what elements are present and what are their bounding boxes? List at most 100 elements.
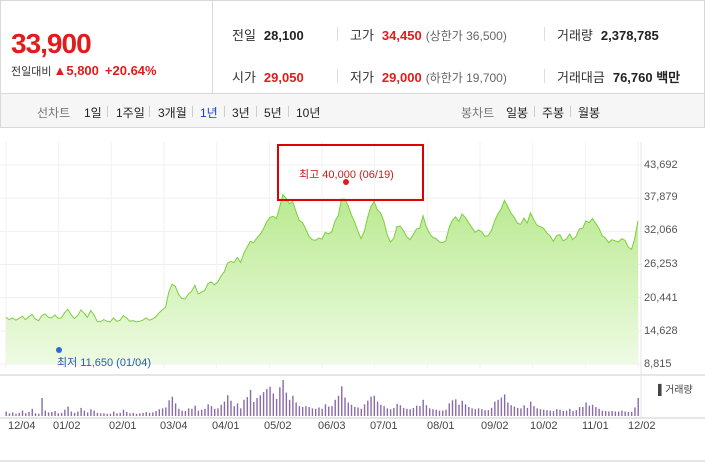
volume-bar bbox=[481, 409, 483, 416]
volume-bar bbox=[181, 410, 183, 416]
volume-bar bbox=[187, 408, 190, 416]
volume-bar bbox=[468, 407, 470, 416]
volume-bar bbox=[266, 389, 268, 416]
volume-bar bbox=[575, 410, 578, 416]
volume-bar bbox=[516, 407, 519, 416]
volume-bar bbox=[624, 411, 626, 416]
volume-bar bbox=[80, 407, 82, 416]
volume-bar bbox=[363, 404, 366, 416]
volume-bar bbox=[595, 407, 597, 416]
volume-bar bbox=[275, 398, 278, 416]
volume-bar bbox=[246, 397, 248, 416]
volume-bar bbox=[582, 407, 584, 416]
volume-bar bbox=[152, 412, 154, 416]
volume-bar bbox=[367, 400, 369, 416]
volume-bar bbox=[220, 404, 222, 416]
volume-bar bbox=[249, 389, 252, 416]
current-price: 33,900 bbox=[11, 28, 92, 59]
volume-bar bbox=[44, 410, 46, 416]
volume-bar bbox=[86, 412, 89, 416]
volume-bar bbox=[380, 404, 382, 416]
volume-bar bbox=[305, 406, 307, 416]
volume-bar bbox=[207, 404, 209, 416]
volume-bar bbox=[350, 404, 353, 416]
x-tick-label: 05/02 bbox=[264, 420, 292, 432]
volume-bar bbox=[259, 395, 262, 416]
change-label: 전일대비 bbox=[11, 66, 52, 78]
volume-bar bbox=[314, 408, 317, 416]
price-area bbox=[6, 194, 638, 364]
volume-bar bbox=[116, 413, 118, 416]
volume-bar bbox=[272, 393, 275, 416]
volume-bar bbox=[113, 411, 115, 416]
tab-1d[interactable]: 1일 bbox=[84, 106, 102, 120]
volume-bar bbox=[396, 403, 398, 416]
volume-bar bbox=[412, 407, 415, 416]
volume-bar bbox=[301, 407, 304, 416]
volume-bar bbox=[158, 409, 161, 416]
volume-bar bbox=[191, 408, 193, 416]
line-chart-label: 선차트 bbox=[37, 106, 71, 120]
x-tick-label: 08/01 bbox=[427, 420, 455, 432]
volume-bar bbox=[269, 386, 271, 416]
volume-bar bbox=[474, 409, 477, 416]
volume-bar bbox=[236, 403, 239, 416]
volume-bar bbox=[455, 399, 457, 416]
tab-weekly[interactable]: 주봉 bbox=[542, 106, 565, 120]
volume-bar bbox=[47, 412, 50, 416]
volume-bar bbox=[64, 409, 66, 416]
tab-monthly[interactable]: 월봉 bbox=[578, 106, 601, 120]
volume-bar bbox=[578, 407, 581, 416]
volume-bar bbox=[569, 408, 571, 416]
volume-bar bbox=[243, 399, 245, 416]
volume-bar bbox=[484, 410, 486, 416]
volume-bar bbox=[533, 406, 535, 416]
volume-bar bbox=[370, 396, 372, 416]
volume-bar bbox=[611, 411, 613, 416]
volume-bar bbox=[155, 411, 157, 416]
volume-bar bbox=[311, 408, 314, 416]
volume-bar bbox=[200, 409, 203, 416]
volume-bar bbox=[148, 412, 151, 416]
volume-bar bbox=[126, 411, 128, 416]
volume-bar bbox=[334, 399, 336, 416]
tab-5y[interactable]: 5년 bbox=[264, 106, 282, 120]
volume-bar bbox=[51, 411, 53, 416]
tab-10y[interactable]: 10년 bbox=[296, 106, 321, 120]
volume-bar bbox=[77, 411, 79, 416]
volume-bar bbox=[174, 403, 177, 416]
volume-bar bbox=[70, 411, 73, 416]
volume-bar bbox=[429, 408, 431, 416]
tab-3y[interactable]: 3년 bbox=[232, 106, 250, 120]
volume-bar bbox=[145, 411, 147, 416]
tab-1y[interactable]: 1년 bbox=[200, 106, 218, 120]
volume-bar bbox=[520, 408, 522, 416]
volume-bar bbox=[500, 397, 503, 416]
volume-bar bbox=[556, 409, 558, 416]
volume-bar bbox=[448, 403, 450, 416]
volume-bar bbox=[614, 411, 617, 416]
up-arrow-icon: ▲ bbox=[53, 63, 67, 78]
volume-bar bbox=[373, 395, 376, 416]
volume-bar bbox=[510, 405, 512, 416]
tab-3m[interactable]: 3개월 bbox=[158, 106, 187, 120]
volume-bar bbox=[415, 405, 418, 416]
volume-bar bbox=[324, 404, 327, 416]
volume-bar bbox=[8, 413, 11, 416]
low-label: 최저 11,650 (01/04) bbox=[57, 357, 152, 369]
volume-bar bbox=[178, 408, 180, 416]
volume-bar bbox=[442, 410, 444, 416]
volume-bar bbox=[565, 410, 568, 416]
volume-bar bbox=[119, 412, 121, 416]
y-tick-label: 26,253 bbox=[644, 258, 678, 270]
y-tick-label: 43,692 bbox=[644, 159, 678, 171]
volume-bar bbox=[103, 413, 105, 416]
volume-bar bbox=[559, 409, 561, 416]
volume-bar bbox=[168, 400, 170, 416]
volume-bar bbox=[634, 407, 636, 416]
volume-bar bbox=[122, 409, 125, 416]
volume-bar bbox=[230, 400, 232, 416]
tab-daily[interactable]: 일봉 bbox=[506, 106, 529, 120]
tab-1w[interactable]: 1주일 bbox=[116, 106, 145, 120]
volume-bar bbox=[608, 411, 610, 416]
